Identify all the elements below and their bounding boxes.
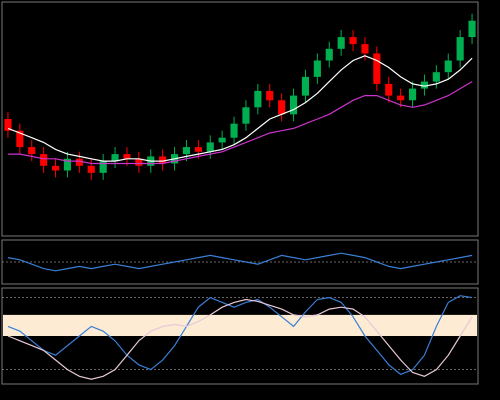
indicator-line: [7, 55, 473, 162]
candle-body: [420, 81, 429, 89]
candle-body: [40, 154, 48, 166]
candle-body: [385, 83, 393, 96]
candle-body: [135, 158, 143, 166]
panel-frame: [1, 1, 479, 237]
candle-body: [408, 88, 417, 101]
candle-body: [194, 147, 202, 152]
indicator-line: [8, 81, 473, 165]
candle-body: [206, 142, 214, 152]
candle-body: [361, 44, 369, 54]
candle-body: [349, 37, 357, 45]
band: [3, 314, 477, 336]
candle-body: [397, 95, 405, 101]
indicator-line: [7, 252, 473, 272]
candle-body: [325, 48, 333, 61]
candle-body: [432, 72, 440, 82]
candle-body: [123, 154, 131, 159]
panel-frame: [1, 287, 479, 385]
candle-body: [28, 147, 36, 155]
candle-body: [182, 147, 191, 155]
candle-body: [289, 95, 298, 115]
candle-body: [16, 130, 24, 148]
candle-body: [456, 37, 464, 61]
candle-body: [159, 156, 167, 164]
candle-body: [63, 158, 72, 171]
candle-body: [313, 60, 321, 77]
candle-body: [373, 53, 381, 84]
candle-body: [4, 119, 12, 131]
candle-body: [301, 76, 310, 96]
candle-body: [278, 100, 286, 115]
indicator-line: [7, 295, 473, 376]
candle-body: [51, 165, 60, 171]
candle-body: [254, 90, 262, 108]
candle-body: [99, 161, 107, 173]
candle-body: [111, 154, 119, 162]
candle-body: [75, 158, 83, 166]
candle-body: [87, 165, 95, 173]
candle-body: [230, 123, 238, 138]
candle-body: [242, 107, 250, 124]
candle-body: [468, 20, 476, 38]
candle-body: [444, 60, 452, 73]
indicator-line: [7, 298, 473, 380]
candle-body: [266, 90, 274, 101]
candle-body: [337, 37, 345, 49]
candle-body: [218, 137, 226, 143]
